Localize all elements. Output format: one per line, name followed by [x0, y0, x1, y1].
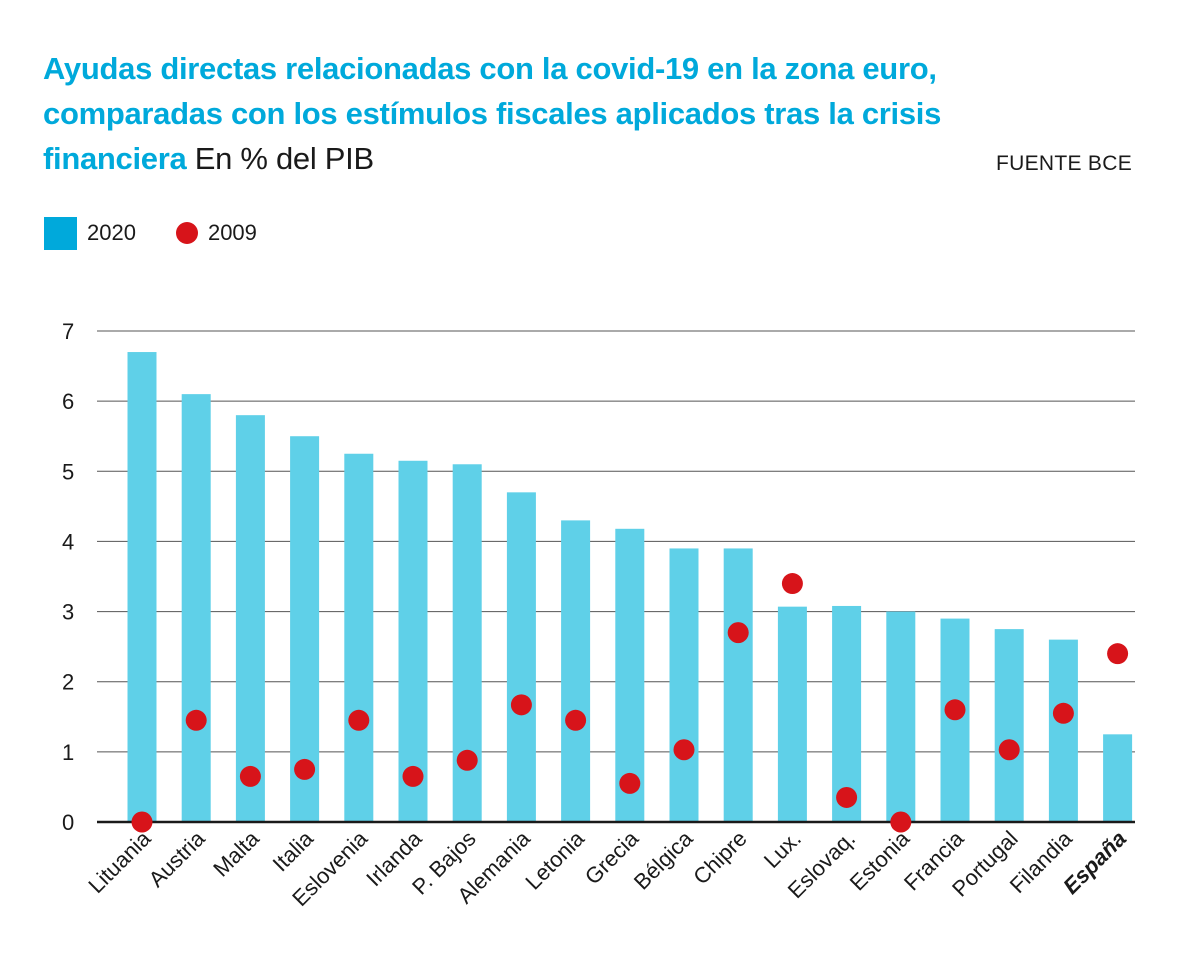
dot-2009 — [619, 772, 641, 794]
chart-title: Ayudas directas relacionadas con la covi… — [43, 46, 1063, 181]
bar-2020 — [127, 352, 157, 822]
legend-bar-swatch — [44, 216, 77, 250]
x-tick-label: Bélgica — [629, 825, 698, 894]
dot-2009 — [239, 765, 261, 787]
dot-2009 — [890, 811, 912, 833]
y-tick-label: 0 — [62, 810, 74, 835]
chart-unit: En % del PIB — [194, 141, 374, 176]
bar-2020 — [506, 492, 536, 822]
legend: 2020 2009 — [44, 215, 297, 251]
x-tick-label: Estonia — [845, 825, 915, 895]
bar-2020 — [561, 520, 591, 822]
dot-2009 — [673, 739, 695, 761]
bar-2020 — [290, 436, 320, 822]
y-tick-label: 3 — [62, 600, 74, 625]
dot-2009 — [998, 739, 1020, 761]
bar-2020 — [344, 453, 374, 822]
dot-2009 — [185, 709, 207, 731]
y-tick-label: 1 — [62, 740, 74, 765]
y-tick-label: 5 — [62, 459, 74, 484]
chart-source: FUENTE BCE — [995, 152, 1132, 175]
bar-2020 — [994, 629, 1024, 822]
dot-2009 — [944, 699, 966, 721]
bar-2020 — [723, 548, 753, 822]
dot-2009 — [781, 573, 803, 595]
dot-2009 — [456, 749, 478, 771]
dot-2009 — [294, 758, 316, 780]
legend-dot-swatch — [175, 222, 198, 244]
dot-2009 — [510, 694, 532, 716]
bar-2020 — [669, 548, 699, 822]
y-tick-label: 6 — [62, 389, 74, 414]
dot-2009 — [1052, 702, 1074, 724]
bar-2020 — [777, 606, 807, 822]
bar-2020 — [181, 394, 211, 822]
bar-2020 — [886, 611, 916, 822]
dot-2009 — [348, 709, 370, 731]
x-tick-label: Malta — [208, 825, 264, 881]
dot-2009 — [836, 786, 858, 808]
y-tick-label: 4 — [62, 529, 74, 554]
x-tick-label: Austria — [144, 825, 211, 892]
bar-2020 — [235, 415, 265, 822]
bar-2020 — [1103, 734, 1133, 822]
y-tick-label: 7 — [62, 319, 74, 344]
dot-2009 — [727, 622, 749, 644]
dot-2009 — [1107, 643, 1129, 665]
bar-2020 — [832, 605, 862, 822]
legend-label-2009: 2009 — [207, 220, 257, 245]
legend-label-2020: 2020 — [87, 220, 136, 245]
x-tick-label: Letonia — [520, 825, 589, 894]
bar-2020 — [940, 618, 970, 822]
chart-title-text: Ayudas directas relacionadas con la covi… — [43, 51, 942, 176]
x-tick-label: Lituania — [83, 825, 156, 898]
x-tick-label: Lux. — [759, 826, 806, 873]
dot-2009 — [402, 765, 424, 787]
dot-2009 — [565, 709, 587, 731]
bar-2020 — [1048, 639, 1078, 822]
x-tick-label: Chipre — [688, 826, 752, 890]
dot-2009 — [131, 811, 153, 833]
bar-2020 — [398, 460, 428, 822]
y-tick-label: 2 — [62, 670, 74, 695]
